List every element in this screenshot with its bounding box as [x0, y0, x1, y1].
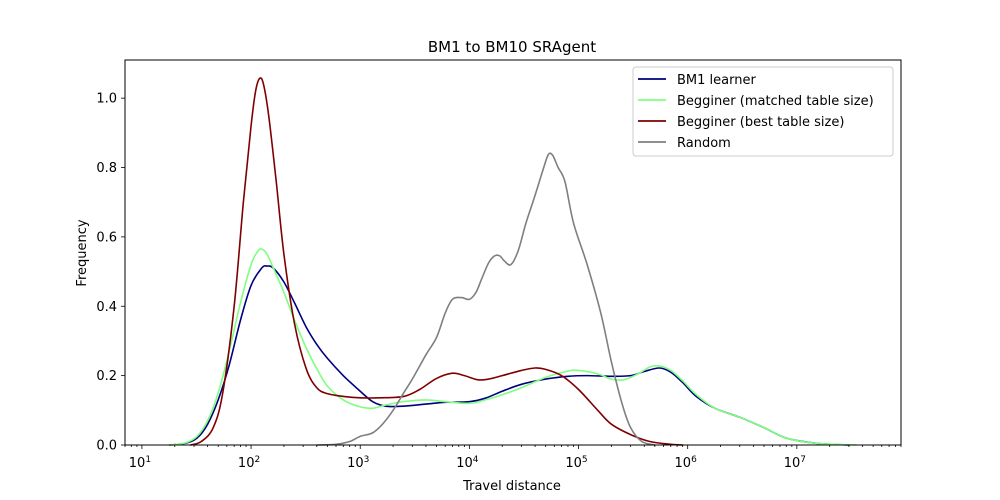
y-tick-label: 0.4	[96, 300, 117, 315]
series-layer	[168, 77, 858, 446]
x-tick-label: 103	[347, 455, 369, 471]
y-tick-label: 1.0	[96, 92, 117, 107]
legend-label-1: BM1 learner	[677, 73, 756, 88]
x-tick-label: 102	[238, 455, 260, 471]
series-line-2	[168, 248, 858, 446]
x-tick-label: 105	[565, 455, 587, 471]
y-tick-label: 0.6	[96, 230, 117, 245]
legend-entries: BM1 learner Begginer (matched table size)…	[638, 73, 874, 151]
series-line-3	[189, 77, 684, 446]
legend: BM1 learner Begginer (matched table size)…	[632, 66, 894, 157]
legend-box	[632, 66, 894, 157]
series-line-4	[315, 152, 656, 446]
y-axis-title: Frequency	[75, 219, 90, 286]
y-tick-label: 0.0	[96, 439, 117, 454]
ticks-layer: 101 102 103 104 105 106 107 0.0 0.2 0.4 0.6 0.8 1.0	[96, 92, 902, 471]
chart-title: BM1 to BM10 SRAgent	[428, 38, 596, 56]
x-tick-label: 106	[675, 455, 698, 471]
plot-frame	[124, 59, 902, 446]
x-axis-title: Travel distance	[462, 479, 561, 494]
legend-label-2: Begginer (matched table size)	[677, 94, 874, 109]
x-tick-label: 104	[456, 455, 479, 471]
x-tick-label: 107	[784, 455, 806, 471]
legend-label-4: Random	[677, 136, 731, 151]
series-line-1	[168, 265, 850, 446]
x-tick-label: 101	[129, 455, 151, 471]
y-tick-label: 0.2	[96, 369, 117, 384]
legend-label-3: Begginer (best table size)	[677, 115, 844, 130]
y-tick-label: 0.8	[96, 161, 117, 176]
